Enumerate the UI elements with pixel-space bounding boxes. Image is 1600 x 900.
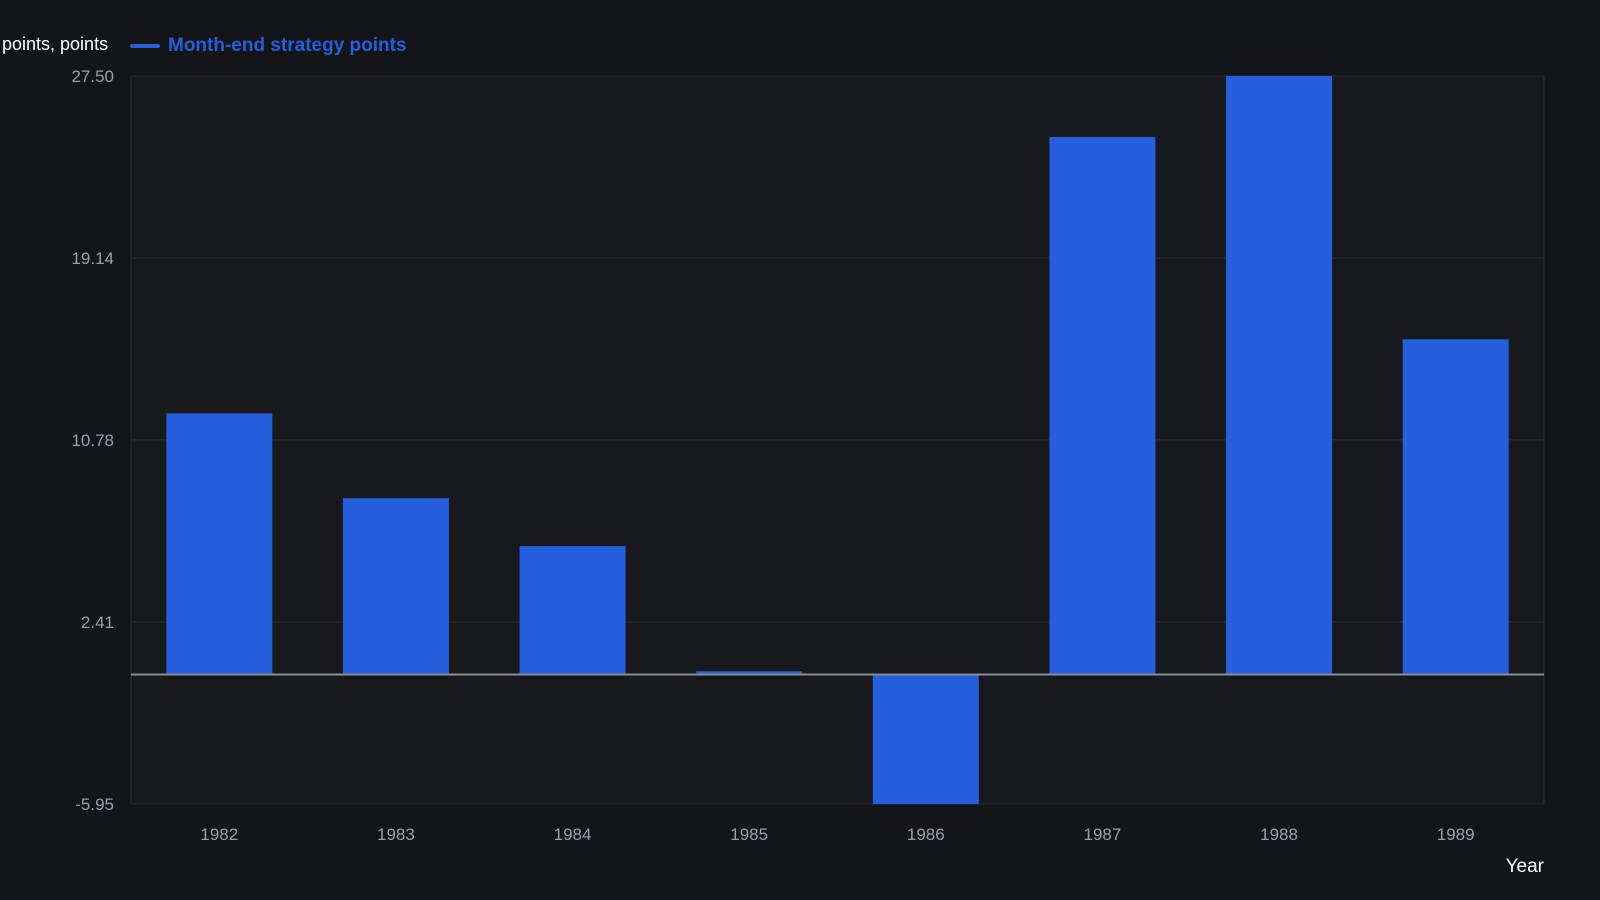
x-tick-label: 1986 <box>907 825 945 844</box>
x-tick-label: 1984 <box>554 825 592 844</box>
legend-label: Month-end strategy points <box>168 35 407 56</box>
x-tick-label: 1988 <box>1260 825 1298 844</box>
legend-swatch <box>130 44 160 48</box>
y-tick-label: 27.50 <box>71 67 114 86</box>
bar-1983 <box>342 498 449 675</box>
y-tick-label: -5.95 <box>75 795 114 814</box>
x-axis-ticks: 1982 1983 1984 1985 1986 1987 1988 1989 <box>200 825 1474 844</box>
x-tick-label: 1982 <box>200 825 238 844</box>
y-axis-title: points, points <box>2 34 109 54</box>
x-tick-label: 1985 <box>730 825 768 844</box>
x-axis-title: Year <box>1505 856 1544 877</box>
x-tick-label: 1989 <box>1437 825 1475 844</box>
bar-1987 <box>1049 136 1156 675</box>
y-tick-label: 10.78 <box>71 431 114 450</box>
bar-1985 <box>696 671 803 675</box>
y-tick-label: 2.41 <box>81 613 114 632</box>
y-axis-ticks: 27.50 19.14 10.78 2.41 -5.95 <box>71 67 114 814</box>
y-tick-label: 19.14 <box>71 249 114 268</box>
bar-1986 <box>872 674 979 804</box>
bar-1984 <box>519 546 626 675</box>
bar-1988 <box>1226 76 1333 675</box>
legend: Month-end strategy points <box>130 35 407 57</box>
x-tick-label: 1987 <box>1084 825 1122 844</box>
x-tick-label: 1983 <box>377 825 415 844</box>
bar-1989 <box>1402 339 1509 675</box>
bars <box>166 76 1509 804</box>
bar-1982 <box>166 413 273 675</box>
